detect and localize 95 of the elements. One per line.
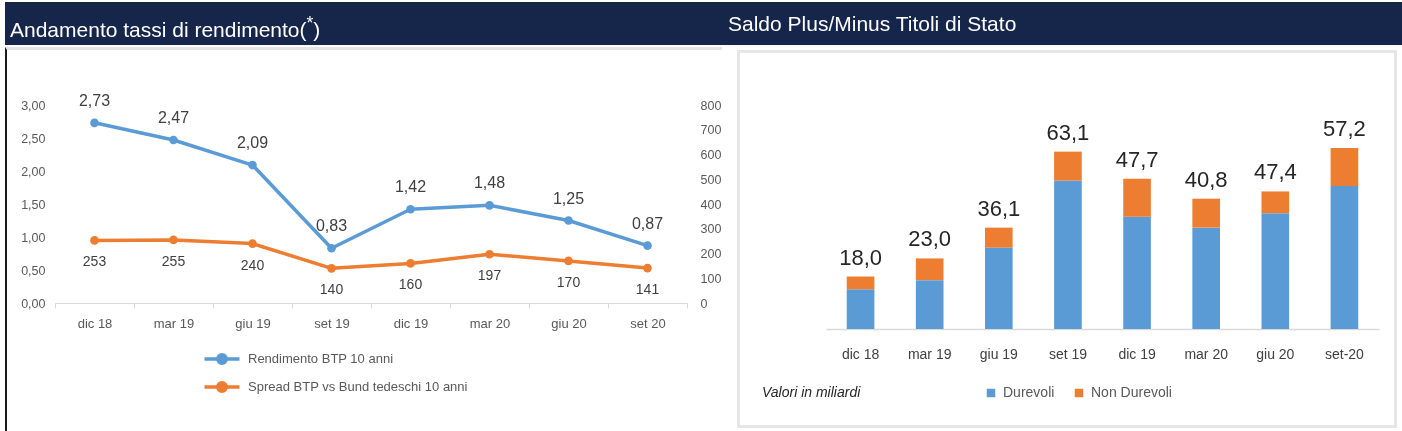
y2-tick-label: 500	[700, 172, 722, 187]
legend-label: Spread BTP vs Bund tedeschi 10 anni	[248, 379, 468, 394]
bar	[1330, 186, 1359, 329]
bar	[846, 289, 875, 329]
point	[643, 263, 652, 273]
x-tick-label: mar 20	[469, 315, 511, 331]
x-tick-label: set 19	[314, 315, 350, 331]
bar	[915, 258, 944, 281]
x-tick-label: giu 20	[1256, 345, 1295, 362]
data-label: 2,47	[157, 108, 190, 126]
point	[90, 236, 99, 245]
point	[564, 256, 573, 266]
bar	[1192, 198, 1221, 228]
y-tick-label: 1,00	[21, 230, 46, 245]
point	[169, 235, 178, 245]
data-label: 197	[477, 267, 502, 284]
point	[564, 216, 573, 225]
data-label: 2,73	[78, 91, 111, 109]
y2-tick-label: 100	[700, 271, 722, 286]
legend-label: Durevoli	[1003, 384, 1055, 400]
x-tick-label: mar 20	[1184, 345, 1229, 362]
bar	[1054, 180, 1082, 329]
point	[406, 204, 415, 214]
annotation: 63,1	[1046, 119, 1090, 145]
annotation: 47,4	[1253, 159, 1297, 185]
x-tick-label: dic 18	[841, 345, 880, 362]
x-tick-label: giu 19	[235, 315, 271, 331]
y2-tick-label: 600	[700, 148, 722, 162]
annotation: 40,8	[1184, 166, 1228, 192]
point	[327, 243, 336, 253]
annotation: 47,7	[1115, 146, 1159, 172]
chart-title: Saldo Plus/Minus Titoli di Stato	[722, 2, 1402, 45]
data-label: 140	[319, 281, 344, 298]
point	[406, 259, 415, 268]
point	[90, 118, 99, 128]
annotation: 23,0	[908, 226, 952, 252]
x-tick-label: dic 19	[393, 315, 429, 331]
bar	[915, 280, 944, 329]
x-tick-label: mar 19	[907, 345, 952, 362]
y2-tick-label: 700	[700, 123, 722, 138]
point	[485, 201, 494, 210]
bar	[1123, 178, 1151, 217]
x-tick-label: set 19	[1048, 345, 1088, 362]
y-tick-label: 2,00	[21, 164, 46, 179]
y-tick-label: 2,50	[21, 131, 46, 146]
bar	[984, 247, 1013, 329]
point	[248, 239, 257, 248]
bar	[1330, 148, 1359, 187]
point	[327, 264, 336, 273]
data-label: 2,09	[236, 134, 269, 152]
x-tick-label: dic 18	[77, 315, 113, 331]
y-tick-label: 0,50	[21, 263, 46, 278]
point	[485, 249, 494, 259]
y-tick-label: 0,00	[21, 296, 46, 311]
y2-tick-label: 200	[700, 247, 722, 261]
point	[248, 160, 257, 170]
y2-tick-label: 0	[700, 296, 708, 311]
data-label: 160	[398, 276, 423, 293]
data-label: 1,25	[552, 189, 585, 207]
x-tick-label: mar 19	[153, 315, 195, 331]
x-tick-label: dic 19	[1118, 345, 1156, 362]
point	[643, 241, 652, 250]
data-label: 1,48	[473, 174, 506, 192]
y2-tick-label: 800	[700, 98, 722, 113]
x-tick-label: set-20	[1324, 345, 1365, 362]
annotation: 57,2	[1323, 116, 1366, 141]
bar	[1192, 227, 1221, 329]
annotation: 18,0	[839, 244, 882, 270]
x-tick-label: set 20	[630, 315, 666, 331]
bar	[1261, 213, 1290, 329]
data-label: 0,87	[631, 214, 664, 232]
bar	[1123, 216, 1151, 329]
data-label: 255	[161, 252, 186, 269]
annotation: 36,1	[977, 195, 1021, 221]
y2-tick-label: 300	[700, 222, 722, 237]
chart-title: Andamento tassi di rendimento($^{*}$)	[5, 2, 722, 45]
bar	[846, 276, 875, 290]
data-label: 0,83	[315, 217, 348, 235]
data-label: 253	[82, 253, 107, 270]
bar	[1261, 191, 1290, 214]
legend-label: Rendimento BTP 10 anni	[248, 351, 394, 366]
bar	[1054, 151, 1082, 181]
x-tick-label: giu 20	[551, 315, 587, 331]
text: Valori in miliardi	[762, 384, 862, 400]
data-label: 141	[635, 281, 660, 298]
y-tick-label: 3,00	[21, 98, 46, 113]
data-label: 240	[240, 256, 265, 273]
bar	[984, 227, 1013, 248]
point	[169, 135, 178, 145]
y-tick-label: 1,50	[21, 197, 46, 212]
data-label: 170	[556, 273, 581, 290]
legend-label: Non Durevoli	[1091, 384, 1172, 400]
data-label: 1,42	[394, 178, 427, 196]
y2-tick-label: 400	[700, 197, 722, 212]
x-tick-label: giu 19	[979, 345, 1019, 362]
